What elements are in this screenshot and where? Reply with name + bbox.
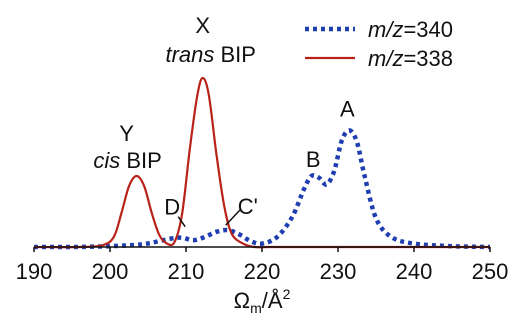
annotation-y: Y: [119, 121, 134, 146]
legend-label-mz340: m/z=340: [368, 17, 453, 42]
x-tick-label-240: 240: [396, 259, 433, 284]
x-tick-label-210: 210: [168, 259, 205, 284]
x-tick-label-230: 230: [320, 259, 357, 284]
annotation-cis-rest: BIP: [120, 148, 162, 173]
annotation-x: X: [195, 13, 210, 38]
x-axis-label-unit: /Å: [262, 288, 283, 313]
x-axis: 190 200 210 220 230 240 250: [16, 246, 509, 284]
annotation-cis-italic: cis: [93, 148, 120, 173]
legend-mz340-value: =340: [403, 17, 453, 42]
annotation-d-pointer: [177, 216, 186, 228]
legend-mz340-prefix: m/z: [368, 17, 403, 42]
annotation-trans-italic: trans: [165, 42, 214, 67]
x-tick-label-200: 200: [92, 259, 129, 284]
annotation-trans-bip: trans BIP: [165, 42, 256, 67]
legend-mz338-value: =338: [403, 46, 453, 71]
legend: m/z=340 m/z=338: [305, 17, 453, 71]
x-tick-label-250: 250: [472, 259, 509, 284]
annotation-c-prime-pointer: [225, 209, 241, 226]
x-tick-label-220: 220: [244, 259, 281, 284]
legend-mz338-prefix: m/z: [368, 46, 403, 71]
annotation-a: A: [340, 96, 355, 121]
x-axis-label-sub: m: [250, 300, 262, 316]
annotation-cis-bip: cis BIP: [93, 148, 161, 173]
annotation-b: B: [306, 147, 321, 172]
x-tick-label-190: 190: [16, 259, 53, 284]
x-axis-label: Ωm/Å2: [234, 286, 291, 316]
x-axis-label-main: Ω: [234, 288, 250, 313]
annotation-d: D: [164, 195, 180, 220]
series-line-m-z-340: [33, 128, 491, 250]
annotation-c-prime: C': [238, 194, 258, 219]
x-axis-label-sup: 2: [283, 286, 291, 302]
legend-label-mz338: m/z=338: [368, 46, 453, 71]
annotation-trans-rest: BIP: [214, 42, 256, 67]
